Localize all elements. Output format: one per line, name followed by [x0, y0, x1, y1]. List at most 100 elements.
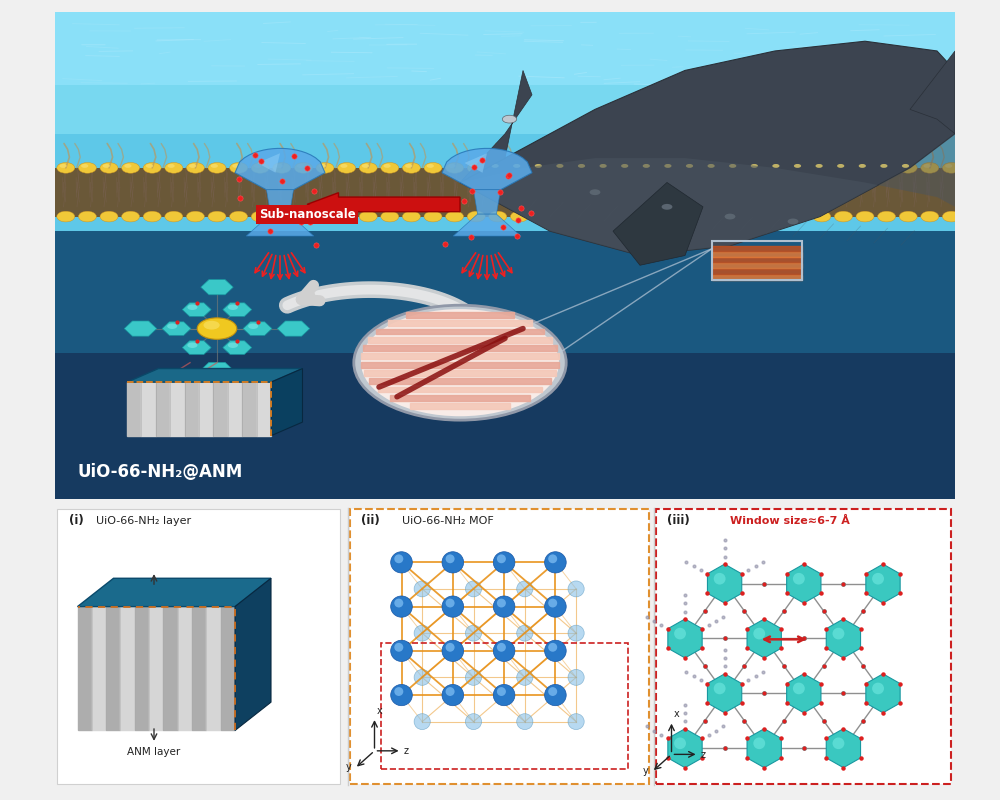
Ellipse shape: [772, 164, 780, 168]
Circle shape: [714, 682, 726, 694]
Polygon shape: [707, 674, 742, 713]
Circle shape: [517, 581, 533, 597]
Circle shape: [394, 643, 403, 652]
Polygon shape: [712, 269, 802, 274]
Polygon shape: [205, 323, 229, 334]
Ellipse shape: [103, 164, 110, 168]
Text: z: z: [403, 746, 408, 756]
Polygon shape: [192, 606, 206, 730]
Ellipse shape: [273, 211, 291, 222]
Circle shape: [497, 687, 506, 696]
Ellipse shape: [945, 164, 952, 168]
Ellipse shape: [208, 162, 226, 174]
Polygon shape: [213, 382, 228, 436]
Polygon shape: [368, 337, 552, 342]
Circle shape: [545, 596, 566, 618]
Ellipse shape: [489, 162, 507, 174]
Ellipse shape: [165, 211, 183, 222]
Polygon shape: [242, 382, 257, 436]
Circle shape: [872, 573, 884, 585]
Polygon shape: [271, 369, 302, 436]
Polygon shape: [78, 606, 92, 730]
Ellipse shape: [338, 162, 356, 174]
Ellipse shape: [859, 164, 866, 168]
Ellipse shape: [189, 164, 196, 168]
Ellipse shape: [816, 164, 823, 168]
Ellipse shape: [340, 164, 348, 168]
Ellipse shape: [878, 162, 896, 174]
Ellipse shape: [578, 164, 585, 168]
Polygon shape: [406, 312, 514, 318]
Circle shape: [568, 670, 584, 686]
Ellipse shape: [834, 162, 852, 174]
Bar: [55, 231, 955, 499]
Ellipse shape: [923, 164, 931, 168]
Polygon shape: [464, 154, 487, 173]
Ellipse shape: [662, 211, 680, 222]
Circle shape: [391, 552, 412, 573]
Ellipse shape: [294, 162, 312, 174]
Polygon shape: [149, 606, 163, 730]
Circle shape: [167, 323, 177, 329]
Ellipse shape: [232, 164, 240, 168]
Circle shape: [833, 628, 844, 639]
Ellipse shape: [316, 162, 334, 174]
Circle shape: [674, 628, 686, 639]
Polygon shape: [199, 382, 213, 436]
Polygon shape: [185, 382, 199, 436]
Polygon shape: [182, 341, 211, 354]
Circle shape: [493, 685, 515, 706]
Polygon shape: [246, 214, 314, 236]
Circle shape: [497, 554, 506, 563]
Ellipse shape: [100, 211, 118, 222]
Ellipse shape: [856, 211, 874, 222]
Circle shape: [394, 598, 403, 607]
Ellipse shape: [470, 164, 477, 168]
Ellipse shape: [424, 211, 442, 222]
Polygon shape: [668, 729, 702, 768]
Ellipse shape: [643, 164, 650, 168]
Circle shape: [517, 714, 533, 730]
Polygon shape: [747, 729, 781, 768]
Polygon shape: [235, 578, 271, 730]
Ellipse shape: [405, 164, 412, 168]
Ellipse shape: [899, 162, 917, 174]
Circle shape: [394, 554, 403, 563]
Circle shape: [493, 640, 515, 662]
Ellipse shape: [556, 164, 564, 168]
Text: UiO-66-NH₂ MOF: UiO-66-NH₂ MOF: [402, 516, 493, 526]
Ellipse shape: [597, 162, 615, 174]
Ellipse shape: [402, 211, 420, 222]
Ellipse shape: [60, 164, 67, 168]
Polygon shape: [388, 320, 532, 326]
Text: x: x: [673, 710, 679, 719]
Ellipse shape: [535, 164, 542, 168]
Polygon shape: [243, 322, 272, 335]
Circle shape: [493, 596, 515, 618]
Bar: [55, 12, 955, 231]
Ellipse shape: [276, 164, 283, 168]
Polygon shape: [156, 382, 170, 436]
Ellipse shape: [748, 211, 766, 222]
Polygon shape: [787, 674, 821, 713]
Ellipse shape: [57, 162, 75, 174]
Ellipse shape: [208, 211, 226, 222]
Ellipse shape: [510, 211, 528, 222]
Polygon shape: [460, 134, 955, 255]
Ellipse shape: [467, 211, 485, 222]
Ellipse shape: [230, 211, 248, 222]
Ellipse shape: [446, 162, 464, 174]
Circle shape: [442, 552, 464, 573]
Circle shape: [442, 685, 464, 706]
Circle shape: [714, 573, 726, 585]
Ellipse shape: [921, 162, 939, 174]
Circle shape: [414, 670, 430, 686]
Polygon shape: [92, 606, 106, 730]
Polygon shape: [474, 190, 501, 214]
Ellipse shape: [491, 164, 499, 168]
Ellipse shape: [770, 211, 788, 222]
Circle shape: [517, 625, 533, 641]
Polygon shape: [182, 303, 211, 316]
Ellipse shape: [167, 164, 175, 168]
Ellipse shape: [143, 162, 161, 174]
